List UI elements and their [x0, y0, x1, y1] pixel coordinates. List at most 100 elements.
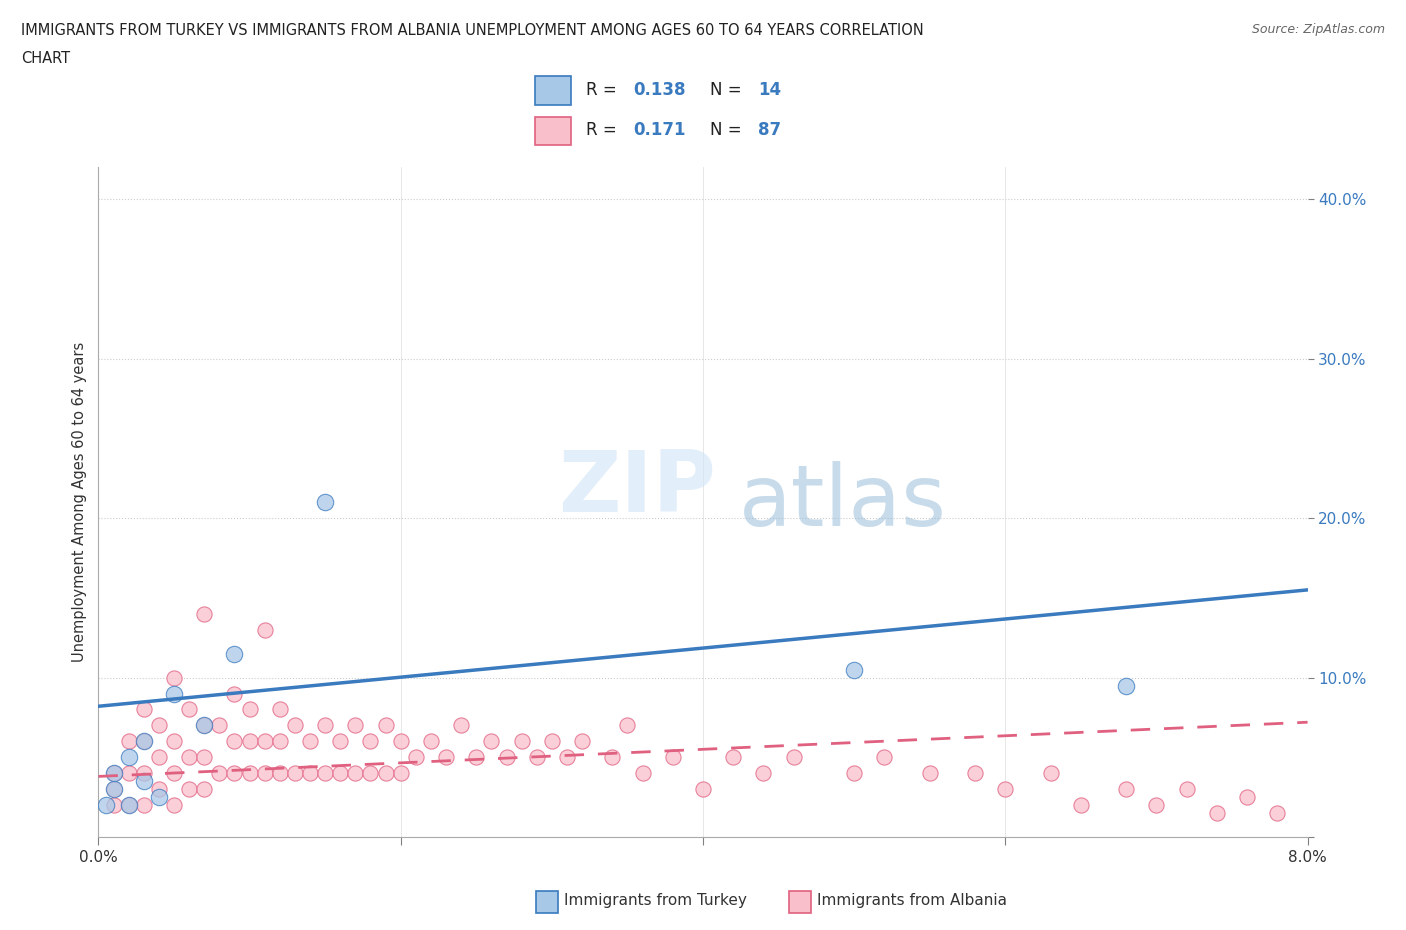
Point — [844, 662, 866, 677]
Point — [1115, 782, 1137, 797]
Text: CHART: CHART — [21, 51, 70, 66]
Point — [374, 765, 396, 780]
Text: 14: 14 — [758, 81, 780, 99]
Point — [602, 750, 624, 764]
Point — [269, 765, 291, 780]
Point — [752, 765, 775, 780]
Point — [179, 750, 201, 764]
Point — [344, 718, 367, 733]
Point — [873, 750, 896, 764]
Point — [132, 702, 155, 717]
Text: ZIP: ZIP — [558, 447, 716, 530]
Point — [269, 734, 291, 749]
Point — [844, 765, 866, 780]
Point — [163, 765, 186, 780]
Point — [465, 750, 488, 764]
Point — [329, 734, 352, 749]
Point — [132, 765, 155, 780]
Point — [661, 750, 683, 764]
Point — [148, 782, 170, 797]
Point — [540, 734, 562, 749]
Point — [132, 734, 155, 749]
Point — [148, 718, 170, 733]
Point — [434, 750, 457, 764]
FancyBboxPatch shape — [534, 76, 571, 105]
Point — [163, 734, 186, 749]
Point — [103, 798, 125, 813]
Text: 0.171: 0.171 — [634, 121, 686, 139]
Point — [239, 702, 262, 717]
Point — [94, 798, 117, 813]
Point — [723, 750, 745, 764]
Point — [1070, 798, 1092, 813]
Point — [118, 734, 141, 749]
Point — [314, 495, 336, 510]
Point — [253, 622, 276, 637]
Text: Immigrants from Albania: Immigrants from Albania — [817, 893, 1007, 908]
Point — [616, 718, 638, 733]
Point — [782, 750, 804, 764]
Point — [118, 750, 141, 764]
Point — [103, 765, 125, 780]
Point — [193, 606, 215, 621]
Point — [405, 750, 427, 764]
Y-axis label: Unemployment Among Ages 60 to 64 years: Unemployment Among Ages 60 to 64 years — [72, 342, 87, 662]
Point — [103, 782, 125, 797]
Point — [299, 734, 322, 749]
Point — [965, 765, 987, 780]
Point — [1175, 782, 1198, 797]
Point — [269, 702, 291, 717]
Point — [359, 734, 381, 749]
Point — [1115, 678, 1137, 693]
Bar — [536, 891, 558, 913]
Point — [479, 734, 503, 749]
Point — [299, 765, 322, 780]
Text: 0.138: 0.138 — [634, 81, 686, 99]
Text: Immigrants from Turkey: Immigrants from Turkey — [564, 893, 747, 908]
Point — [224, 646, 246, 661]
Point — [193, 718, 215, 733]
Text: atlas: atlas — [740, 460, 948, 544]
Point — [1205, 805, 1229, 820]
Point — [103, 782, 125, 797]
Point — [118, 798, 141, 813]
Point — [163, 671, 186, 685]
Point — [253, 765, 276, 780]
Point — [193, 782, 215, 797]
Point — [163, 798, 186, 813]
Text: R =: R = — [586, 81, 621, 99]
Point — [148, 750, 170, 764]
Point — [179, 782, 201, 797]
Point — [148, 790, 170, 804]
Point — [571, 734, 593, 749]
Point — [193, 750, 215, 764]
Text: N =: N = — [710, 121, 747, 139]
Point — [208, 718, 231, 733]
Point — [1039, 765, 1062, 780]
Point — [253, 734, 276, 749]
Point — [224, 734, 246, 749]
Point — [1265, 805, 1288, 820]
Point — [208, 765, 231, 780]
Point — [495, 750, 517, 764]
Text: 87: 87 — [758, 121, 780, 139]
Text: Source: ZipAtlas.com: Source: ZipAtlas.com — [1251, 23, 1385, 36]
Point — [284, 718, 307, 733]
Point — [994, 782, 1017, 797]
Point — [118, 798, 141, 813]
Point — [132, 774, 155, 789]
Bar — [789, 891, 811, 913]
Point — [526, 750, 548, 764]
FancyBboxPatch shape — [534, 116, 571, 145]
Point — [224, 765, 246, 780]
Text: N =: N = — [710, 81, 747, 99]
Point — [450, 718, 472, 733]
Point — [163, 686, 186, 701]
Point — [389, 765, 412, 780]
Point — [374, 718, 396, 733]
Text: R =: R = — [586, 121, 621, 139]
Point — [1144, 798, 1167, 813]
Point — [555, 750, 578, 764]
Point — [314, 765, 336, 780]
Point — [239, 765, 262, 780]
